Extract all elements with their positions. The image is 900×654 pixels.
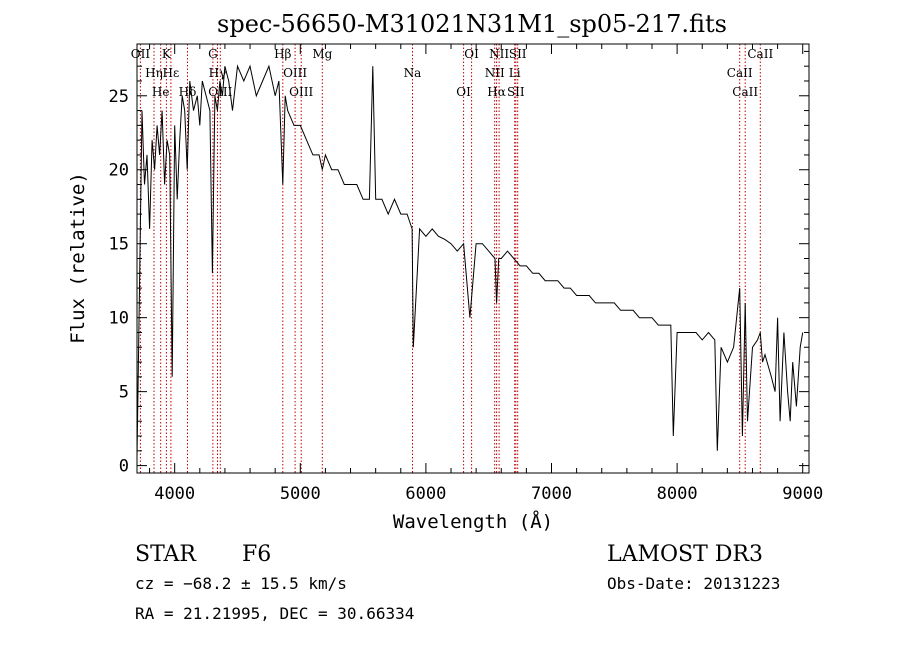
y-axis: 0 5 10 15 20 25 [109,50,809,477]
marker-label-3: K [162,47,172,61]
marker-label-8: OIII [208,85,232,99]
line-markers [139,44,761,473]
marker-label-7: Hγ [209,66,227,80]
x-tick-label-4: 8000 [657,484,698,504]
marker-label-21: SII [509,47,527,61]
marker-label-23: CaII [732,85,758,99]
marker-label-19: Li [509,66,521,80]
marker-label-10: OIII [283,66,307,80]
marker-label-6: G [208,47,218,61]
survey-name: LAMOST DR3 [607,542,763,567]
marker-label-16: NII [485,66,505,80]
marker-label-18: NII [489,47,509,61]
marker-label-13: Na [404,66,422,80]
x-tick-label-3: 7000 [531,484,572,504]
observation-date: Obs-Date: 20131223 [607,574,780,593]
y-tick-label-1: 5 [119,383,129,403]
object-class: STAR [135,542,197,567]
y-tick-label-0: 0 [119,457,129,477]
x-tick-label-5: 9000 [782,484,823,504]
x-tick-label-0: 4000 [154,484,195,504]
redshift-velocity: cz = −68.2 ± 15.5 km/s [135,574,347,593]
x-tick-label-2: 6000 [405,484,446,504]
marker-label-11: OIII [289,85,313,99]
marker-label-12: Mg [312,47,332,61]
y-tick-label-3: 15 [109,235,129,255]
sky-coordinates: RA = 21.21995, DEC = 30.66334 [135,604,414,623]
y-tick-label-5: 25 [109,87,129,107]
y-axis-label: Flux (relative) [67,172,89,344]
marker-label-4: Hε [163,66,180,80]
marker-label-22: CaII [727,66,753,80]
y-tick-label-4: 20 [109,161,129,181]
marker-label-14: OI [456,85,471,99]
marker-label-24: CaII [747,47,773,61]
y-tick-label-2: 10 [109,309,129,329]
x-axis-label: Wavelength (Å) [393,510,553,533]
marker-label-1: Hη [145,66,163,80]
marker-label-15: OI [464,47,479,61]
marker-label-9: Hβ [274,47,291,61]
line-marker-labels: OII Hη He K Hε Hδ G Hγ OIII Hβ OIII OIII Mg Na OI OI NII… [131,47,774,99]
marker-label-20: SII [507,85,525,99]
marker-label-5: Hδ [179,85,197,99]
x-tick-label-1: 5000 [280,484,321,504]
object-subclass: F6 [242,542,271,567]
x-axis: 4000 5000 6000 7000 8000 9000 [149,44,823,504]
chart-title: spec-56650-M31021N31M1_sp05-217.fits [217,10,727,38]
marker-label-17: Hα [487,85,506,99]
plot-frame [136,43,810,474]
marker-label-0: OII [131,47,151,61]
plot-area: 4000 5000 6000 7000 8000 9000 0 5 10 15 20 25 OII H… [109,43,823,504]
spectrum-line [136,64,804,459]
marker-label-2: He [152,85,170,99]
